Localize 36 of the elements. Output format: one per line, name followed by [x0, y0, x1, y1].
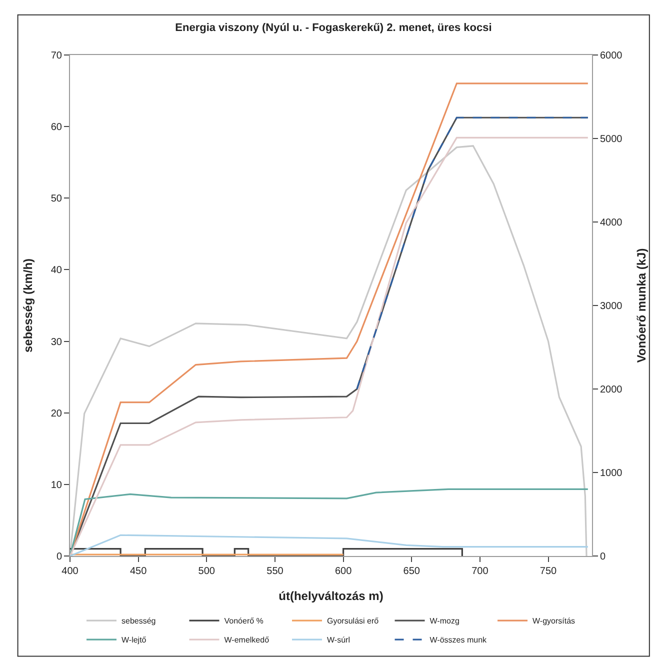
- x-tick-label: 750: [540, 566, 558, 577]
- x-tick-label: 450: [130, 566, 148, 577]
- legend-label: Vonóerő %: [224, 616, 264, 626]
- y-tick-label: 0: [56, 552, 62, 562]
- x-tick-label: 650: [403, 566, 420, 577]
- y-tick-label: 70: [50, 50, 62, 62]
- x-tick-label: 600: [334, 566, 352, 577]
- y2-tick-label: 0: [600, 552, 606, 562]
- y2-tick-label: 4000: [600, 218, 623, 228]
- x-tick-label: 500: [198, 566, 216, 577]
- x-tick-label: 550: [266, 566, 284, 577]
- legend-label: W-emelkedő: [224, 636, 270, 645]
- y-tick-label: 50: [50, 194, 62, 205]
- x-tick-label: 400: [62, 566, 79, 577]
- y2-tick-label: 5000: [600, 134, 623, 145]
- y-axis-title: sebesség (km/h): [21, 258, 36, 353]
- y-tick-label: 20: [50, 408, 62, 420]
- legend-label: sebesség: [122, 616, 156, 626]
- y-tick-label: 10: [50, 480, 62, 491]
- legend-label: W-összes munk: [430, 636, 488, 645]
- legend-label: W-súrl: [327, 636, 350, 645]
- y2-tick-label: 3000: [600, 301, 623, 312]
- y-tick-label: 60: [50, 122, 62, 134]
- chart-title: Energia viszony (Nyúl u. - Fogaskerekű) 2. menet, üres kocsi: [175, 22, 492, 34]
- x-axis-title: út(helyváltozás m): [278, 588, 384, 603]
- legend-label: W-lejtő: [122, 636, 147, 645]
- y2-axis-title: Vonóerő munka (kJ): [634, 248, 649, 363]
- y2-tick-label: 2000: [600, 384, 623, 396]
- x-tick-label: 700: [472, 566, 489, 577]
- y-tick-label: 30: [50, 336, 62, 348]
- legend-label: Gyorsulási erő: [327, 616, 380, 626]
- y2-tick-label: 6000: [600, 50, 623, 62]
- y2-tick-label: 1000: [600, 468, 623, 479]
- y-tick-label: 40: [50, 265, 62, 276]
- legend-label: W-mozg: [430, 616, 460, 626]
- legend-label: W-gyorsítás: [532, 616, 576, 626]
